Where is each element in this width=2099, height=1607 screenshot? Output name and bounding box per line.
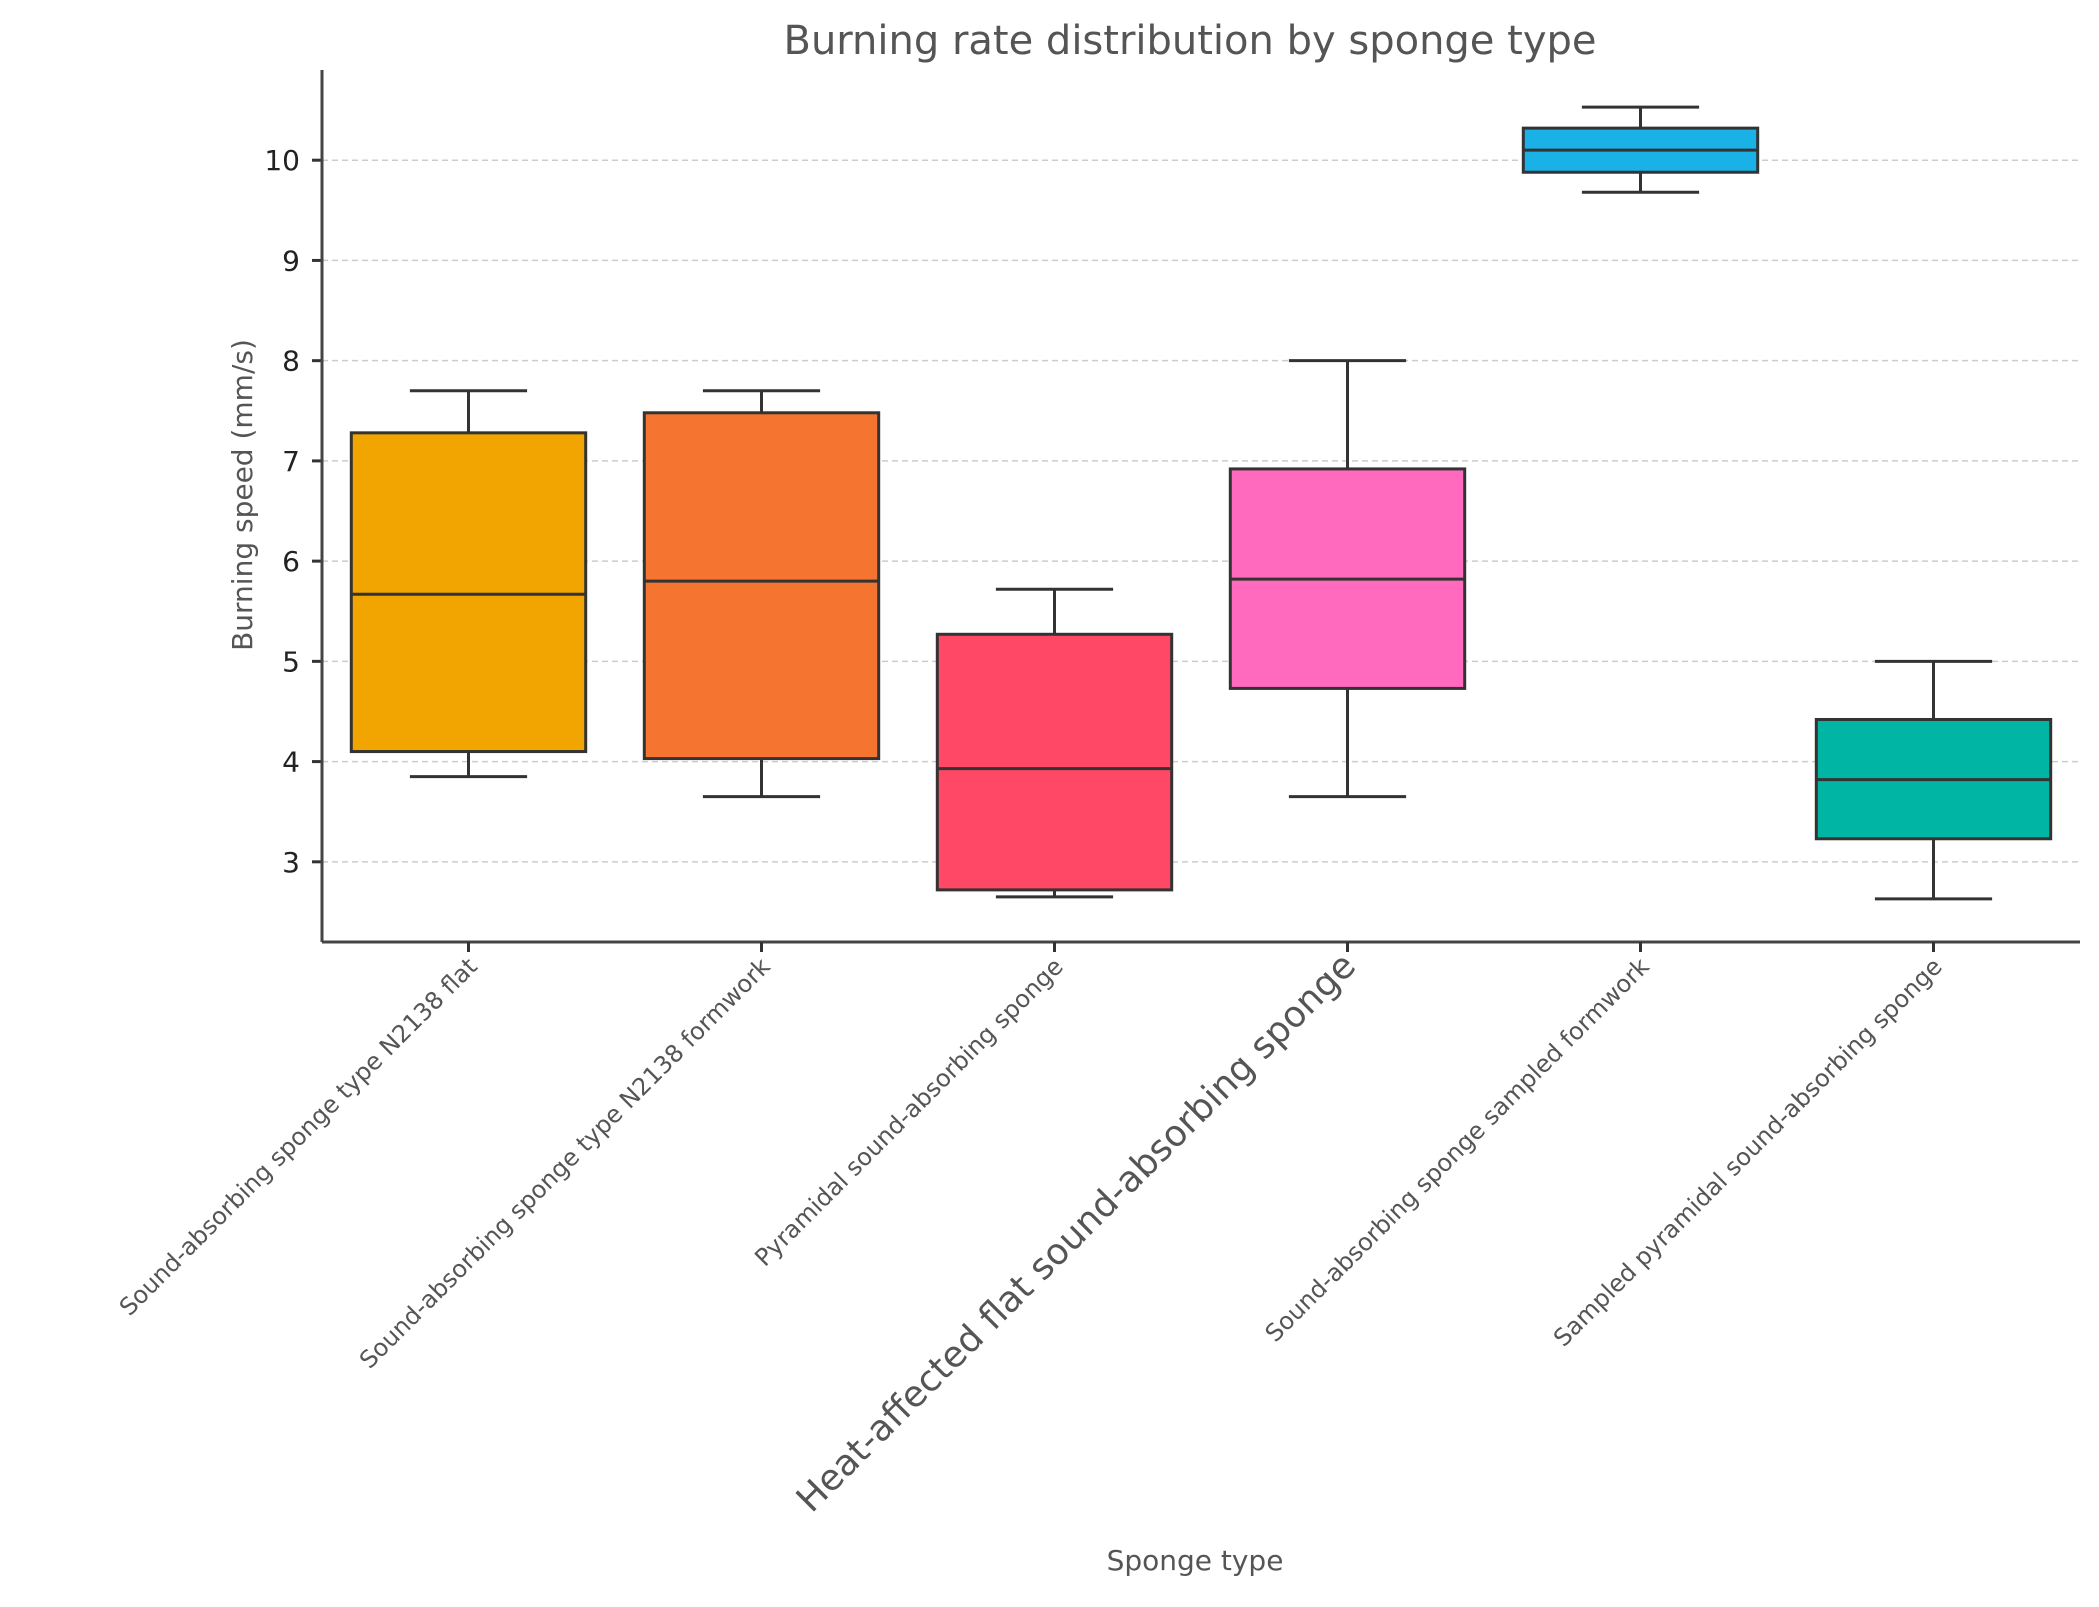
box-series (349, 105, 2053, 901)
y-tick-label: 6 (282, 545, 300, 578)
y-tick-label: 9 (282, 244, 300, 277)
box-group (642, 389, 881, 799)
box (642, 411, 881, 761)
y-tick-label: 10 (264, 144, 300, 177)
box-group (1228, 359, 1467, 799)
x-category-label: Pyramidal sound-absorbing sponge (749, 952, 1068, 1271)
y-axis-ticks: 3 4 5 6 7 8 9 10 (264, 144, 322, 879)
box-group (935, 587, 1174, 899)
y-tick-label: 5 (282, 645, 300, 678)
chart-title: Burning rate distribution by sponge type (784, 18, 1597, 64)
x-category-label: Sound-absorbing sponge type N2138 flat (114, 952, 483, 1321)
x-category-label: Heat-affected flat sound-absorbing spong… (789, 945, 1364, 1520)
x-axis-ticks: Sound-absorbing sponge type N2138 flatSo… (114, 942, 1948, 1520)
grid-lines (322, 159, 2080, 863)
y-tick-label: 7 (282, 445, 300, 478)
y-tick-label: 8 (282, 345, 300, 378)
box-group (1814, 659, 2053, 901)
box-group (349, 389, 588, 779)
x-axis-label: Sponge type (1107, 1544, 1284, 1577)
y-tick-label: 4 (282, 746, 300, 779)
box-group (1521, 105, 1760, 194)
y-axis-label: Burning speed (mm/s) (226, 339, 259, 651)
y-tick-label: 3 (282, 846, 300, 879)
box (349, 431, 588, 754)
box (935, 632, 1174, 892)
